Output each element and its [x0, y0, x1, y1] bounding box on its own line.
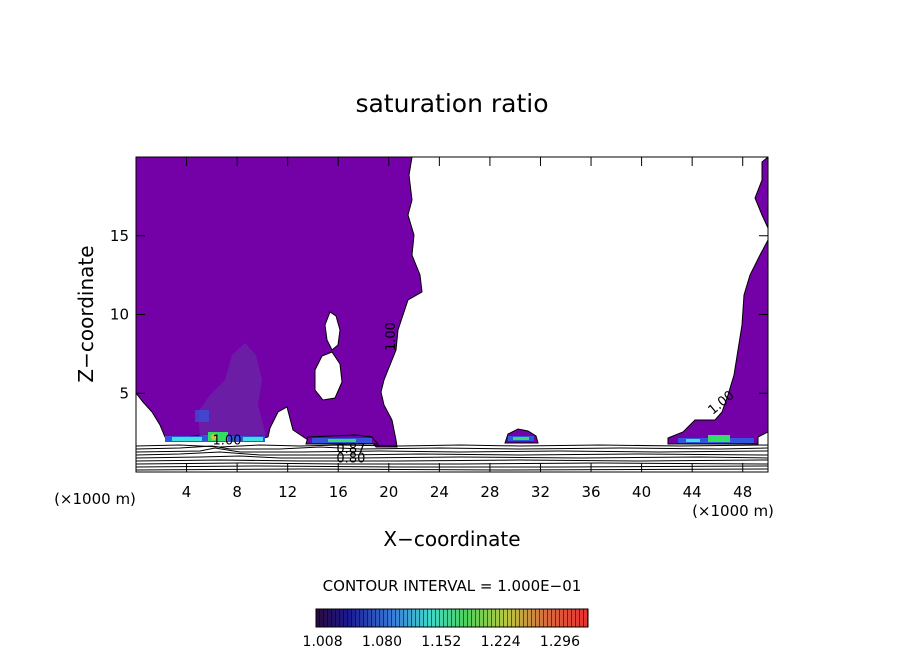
x-tick-label: 12	[278, 483, 297, 501]
x-axis: 4 8 12 16 20 24 28 32 36 40 44 48	[182, 157, 752, 501]
plot-area	[135, 156, 769, 473]
contour-interval-label: CONTOUR INTERVAL = 1.000E−01	[323, 577, 582, 595]
contour-label: 1.00	[384, 322, 399, 351]
x-tick-label: 28	[480, 483, 499, 501]
saturated-region-left	[136, 157, 423, 448]
x-tick-label: 24	[430, 483, 449, 501]
y-tick-label: 10	[110, 306, 129, 324]
x-tick-label: 36	[581, 483, 600, 501]
x-tick-label: 20	[379, 483, 398, 501]
colorbar	[315, 608, 589, 628]
chart-title: saturation ratio	[355, 89, 548, 118]
contour-label: 0.80	[336, 452, 365, 467]
colorbar-tick-label: 1.080	[362, 634, 402, 650]
x-tick-label: 16	[329, 483, 348, 501]
x-tick-label: 40	[632, 483, 651, 501]
contour-label: 0.87	[336, 442, 365, 457]
x-axis-label: X−coordinate	[383, 527, 520, 551]
unsaturated-hole-lower	[314, 351, 343, 401]
x-unit-right: (×1000 m)	[692, 502, 774, 520]
contour-label: 1.00	[213, 433, 242, 448]
colorbar-ticks: 1.008 1.080 1.152 1.224 1.296	[303, 634, 581, 650]
colorbar-stripes	[316, 609, 588, 627]
y-axis-label: Z−coordinate	[74, 245, 98, 382]
colorbar-tick-label: 1.224	[481, 634, 521, 650]
colorbar-tick-label: 1.152	[421, 634, 461, 650]
x-tick-label: 48	[733, 483, 752, 501]
high-saturation-patches	[165, 410, 754, 443]
y-tick-label: 5	[119, 384, 129, 402]
x-tick-label: 44	[683, 483, 702, 501]
colorbar-frame	[315, 608, 589, 628]
unsaturated-hole-upper	[324, 311, 341, 351]
y-axis: 5 10 15	[110, 227, 768, 402]
saturation-plume	[198, 343, 266, 438]
saturated-region-right	[667, 157, 768, 445]
x-tick-label: 4	[182, 483, 192, 501]
colorbar-tick-label: 1.296	[540, 634, 580, 650]
contour-lines	[136, 444, 768, 471]
x-tick-label: 32	[531, 483, 550, 501]
x-unit-left: (×1000 m)	[54, 490, 136, 508]
x-tick-label: 8	[232, 483, 242, 501]
y-tick-label: 15	[110, 227, 129, 245]
colorbar-tick-label: 1.008	[303, 634, 343, 650]
